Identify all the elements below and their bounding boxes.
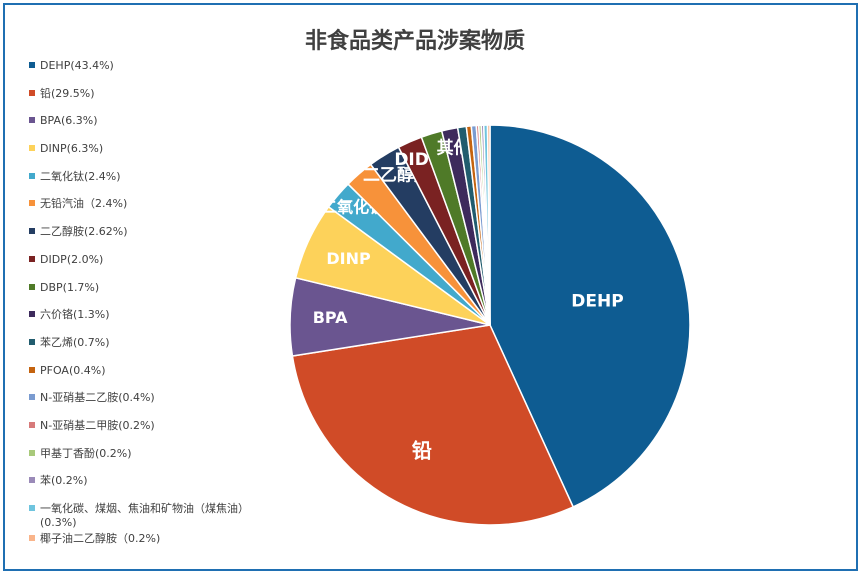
legend-swatch — [29, 505, 35, 511]
legend-item: 一氧化碳、煤烟、焦油和矿物油（煤焦油）(0.3%) — [29, 502, 279, 532]
slice-label: BPA — [313, 308, 348, 327]
legend-item: DBP(1.7%) — [29, 281, 279, 309]
legend-label: 椰子油二乙醇胺（0.2%) — [40, 532, 161, 545]
legend-item: 甲基丁香酚(0.2%) — [29, 447, 279, 475]
legend-label: DINP(6.3%) — [40, 142, 104, 156]
pie-slice — [489, 124, 691, 508]
legend-item: 无铅汽油（2.4%) — [29, 197, 279, 225]
legend-label: 甲基丁香酚(0.2%) — [40, 446, 132, 460]
legend-label: 苯乙烯(0.7%) — [40, 335, 110, 349]
chart-title: 非食品类产品涉案物质 — [305, 29, 526, 54]
legend-label: DBP(1.7%) — [40, 280, 100, 294]
legend-item: 六价铬(1.3%) — [29, 308, 279, 336]
legend-swatch — [29, 283, 35, 290]
legend-item: 二乙醇胺(2.62%) — [29, 225, 279, 253]
legend-swatch — [29, 172, 35, 179]
legend-item: DIDP(2.0%) — [29, 253, 279, 281]
legend-label: PFOA(0.4%) — [40, 363, 106, 377]
legend-label: N-亚硝基二甲胺(0.2%) — [40, 418, 155, 432]
legend-swatch — [29, 145, 35, 152]
legend-swatch — [29, 366, 35, 373]
legend-label: 无铅汽油（2.4%) — [40, 197, 128, 211]
legend-label: N-亚硝基二乙胺(0.4%) — [40, 391, 155, 405]
legend-item: N-亚硝基二乙胺(0.4%) — [29, 391, 279, 419]
legend-swatch — [29, 62, 35, 68]
legend-swatch — [29, 200, 35, 207]
legend-item: PFOA(0.4%) — [29, 364, 279, 392]
legend: DEHP(43.4%) 铅(29.5%) BPA(6.3%) DINP(6.3%) 二氧… — [29, 59, 279, 560]
legend-item: 苯(0.2%) — [29, 474, 279, 502]
legend-label: 铅(29.5%) — [40, 86, 95, 100]
legend-label: BPA(6.3%) — [40, 114, 98, 128]
legend-label: DEHP(43.4%) — [40, 59, 114, 72]
legend-label: DIDP(2.0%) — [40, 252, 104, 266]
slice-label: 铅 — [412, 438, 432, 462]
legend-swatch — [29, 535, 35, 541]
legend-item: N-亚硝基二甲胺(0.2%) — [29, 419, 279, 447]
legend-swatch — [29, 228, 35, 235]
legend-item: DEHP(43.4%) — [29, 59, 279, 87]
legend-label: 一氧化碳、煤烟、焦油和矿物油（煤焦油）(0.3%) — [40, 502, 249, 529]
legend-label: 苯(0.2%) — [40, 474, 88, 488]
slice-label: DINP — [326, 249, 371, 268]
legend-swatch — [29, 477, 35, 484]
legend-swatch — [29, 421, 35, 428]
legend-item: 二氧化钛(2.4%) — [29, 170, 279, 198]
legend-swatch — [29, 394, 35, 401]
legend-swatch — [29, 117, 35, 124]
legend-swatch — [29, 449, 35, 456]
legend-item: 苯乙烯(0.7%) — [29, 336, 279, 364]
legend-swatch — [29, 255, 35, 262]
slice-label: DEHP — [571, 292, 623, 312]
legend-item: 铅(29.5%) — [29, 87, 279, 115]
pie-slice — [486, 124, 491, 326]
legend-label: 二乙醇胺(2.62%) — [40, 225, 128, 239]
legend-label: 二氧化钛(2.4%) — [40, 169, 121, 183]
legend-swatch — [29, 338, 35, 345]
legend-label: 六价铬(1.3%) — [40, 308, 110, 322]
legend-swatch — [29, 311, 35, 318]
pie-slice — [291, 324, 575, 526]
legend-item: DINP(6.3%) — [29, 142, 279, 170]
legend-item: BPA(6.3%) — [29, 114, 279, 142]
legend-item: 椰子油二乙醇胺（0.2%) — [29, 532, 279, 560]
legend-swatch — [29, 89, 35, 96]
